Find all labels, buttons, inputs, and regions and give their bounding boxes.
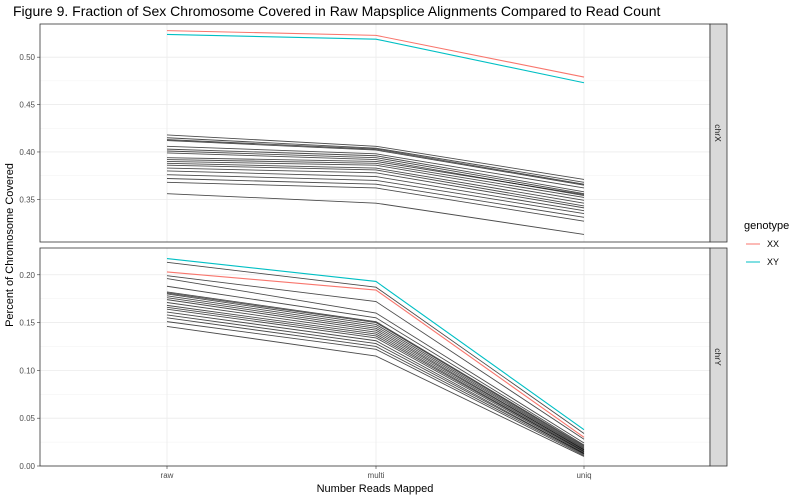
sample-line-chrY-8 bbox=[166, 297, 585, 451]
sample-line-chrY-15 bbox=[166, 314, 585, 454]
sample-line-chrY-18 bbox=[166, 325, 585, 457]
sample-line-chrX-6 bbox=[166, 150, 585, 195]
sample-line-chrX-4 bbox=[166, 145, 585, 189]
sample-line-chrY-7 bbox=[166, 295, 585, 450]
x-tick-label-raw: raw bbox=[161, 471, 174, 480]
sample-line-chrY-9 bbox=[166, 299, 585, 451]
y-tick-label-chrY: 0.00 bbox=[19, 462, 35, 471]
sample-line-chrY-3 bbox=[166, 285, 585, 446]
sample-line-chrX-10 bbox=[166, 160, 585, 201]
y-tick-label-chrX: 0.40 bbox=[19, 148, 35, 157]
sample-line-chrY-12 bbox=[166, 306, 585, 453]
strip-chrX-label: chrX bbox=[713, 124, 723, 142]
series-line-chrY-xy bbox=[166, 257, 585, 431]
y-tick-label-chrX: 0.50 bbox=[19, 53, 35, 62]
legend-label-xx: XX bbox=[767, 239, 779, 249]
sample-line-chrX-2 bbox=[166, 139, 585, 185]
sample-line-chrX-17 bbox=[166, 181, 585, 222]
sample-line-chrX-5 bbox=[166, 148, 585, 193]
sample-line-chrX-8 bbox=[166, 157, 585, 196]
x-tick-label-multi: multi bbox=[368, 471, 385, 480]
sample-line-chrY-11 bbox=[166, 304, 585, 453]
legend: genotype XX XY bbox=[744, 220, 789, 267]
panel-chrY-background bbox=[40, 248, 710, 466]
sample-line-chrY-17 bbox=[166, 321, 585, 456]
sample-line-chrY-16 bbox=[166, 317, 585, 455]
y-axis-title: Percent of Chromosome Covered bbox=[4, 163, 16, 327]
x-axis-title: Number Reads Mapped bbox=[317, 483, 434, 495]
sample-line-chrY-6 bbox=[166, 293, 585, 449]
y-tick-label-chrY: 0.15 bbox=[19, 319, 35, 328]
legend-title: genotype bbox=[744, 220, 789, 232]
axis-labels: 0.35 0.40 0.45 0.50 0.00 0.05 0.10 0.15 0.20 raw m… bbox=[19, 53, 591, 480]
sample-line-chrX-18 bbox=[166, 193, 585, 235]
series-lines bbox=[166, 30, 585, 457]
sample-line-chrX-14 bbox=[166, 170, 585, 212]
sample-line-chrY-10 bbox=[166, 302, 585, 452]
y-tick-label-chrY: 0.05 bbox=[19, 414, 35, 423]
sample-line-chrX-15 bbox=[166, 174, 585, 215]
sample-line-chrY-0 bbox=[166, 261, 585, 434]
sample-line-chrX-12 bbox=[166, 164, 585, 207]
y-tick-label-chrY: 0.10 bbox=[19, 366, 35, 375]
sample-line-chrY-4 bbox=[166, 291, 585, 447]
strip-chrY-label: chrY bbox=[713, 348, 723, 366]
sample-line-chrX-0 bbox=[166, 134, 585, 180]
series-line-chrX-xx bbox=[166, 30, 585, 78]
y-tick-label-chrX: 0.35 bbox=[19, 195, 35, 204]
sample-line-chrX-3 bbox=[166, 140, 585, 186]
strip-chrX bbox=[709, 23, 728, 243]
sample-line-chrX-1 bbox=[166, 137, 585, 183]
y-tick-label-chrX: 0.45 bbox=[19, 101, 35, 110]
sample-line-chrY-5 bbox=[166, 292, 585, 448]
legend-label-xy: XY bbox=[767, 257, 779, 267]
sample-line-chrX-9 bbox=[166, 159, 585, 198]
strip-chrY bbox=[709, 247, 728, 467]
sample-line-chrY-13 bbox=[166, 308, 585, 454]
sample-line-chrY-14 bbox=[166, 311, 585, 454]
sample-line-chrX-13 bbox=[166, 167, 585, 209]
x-tick-label-uniq: uniq bbox=[576, 471, 591, 480]
sample-line-chrX-11 bbox=[166, 162, 585, 204]
series-line-chrY-xx bbox=[166, 271, 585, 438]
sample-line-chrX-16 bbox=[166, 178, 585, 218]
sample-line-chrY-1 bbox=[166, 275, 585, 440]
series-line-chrX-xy bbox=[166, 33, 585, 84]
y-tick-label-chrY: 0.20 bbox=[19, 271, 35, 280]
chart-title: Figure 9. Fraction of Sex Chromosome Cov… bbox=[13, 3, 661, 19]
panel-chrX-background bbox=[40, 24, 710, 242]
sample-line-chrY-2 bbox=[166, 278, 585, 444]
